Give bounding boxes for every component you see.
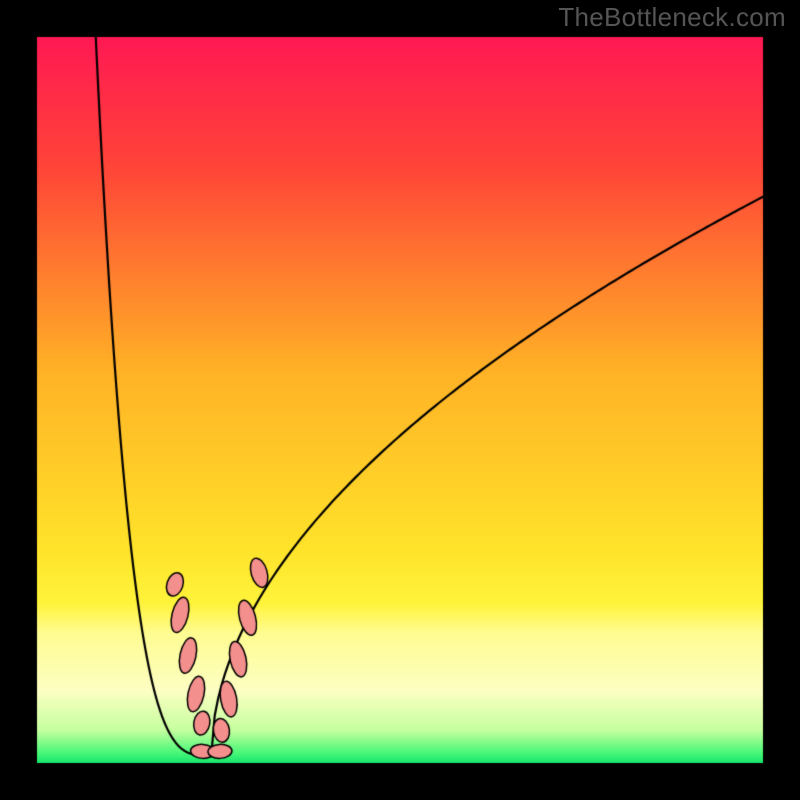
bottleneck-chart-canvas [0, 0, 800, 800]
chart-container: TheBottleneck.com [0, 0, 800, 800]
watermark-label: TheBottleneck.com [558, 2, 786, 33]
